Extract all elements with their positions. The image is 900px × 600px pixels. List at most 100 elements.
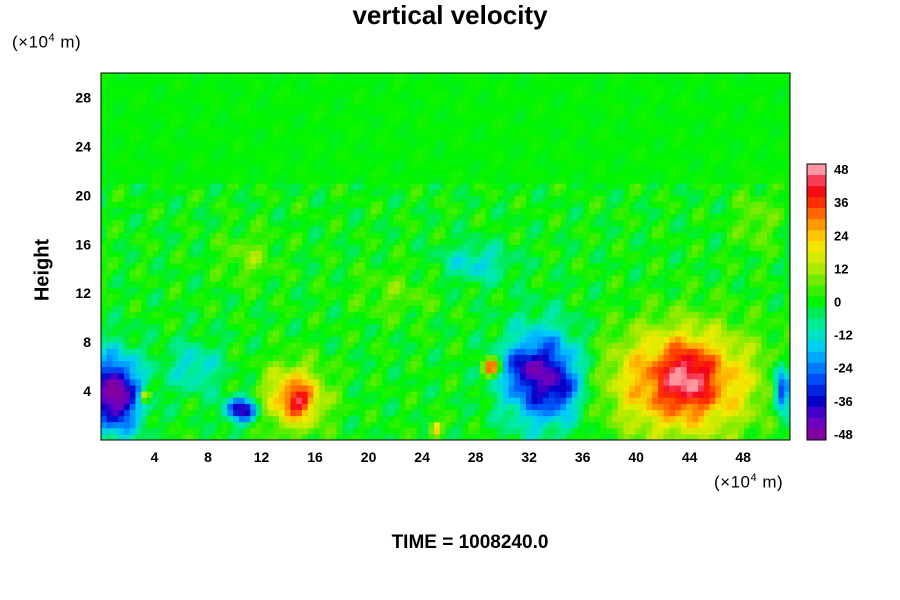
heatmap-cell [118,268,125,276]
heatmap-cell [169,121,177,129]
heatmap-cell [233,232,240,239]
heatmap-cell [411,73,418,80]
heatmap-cell [106,299,114,307]
heatmap-cell [284,140,292,147]
heatmap-cell [319,397,326,404]
heatmap-cell [376,311,383,319]
heatmap-field [101,73,790,440]
heatmap-cell [301,299,309,307]
heatmap-cell [284,403,292,411]
heatmap-cell [267,189,274,196]
heatmap-cell [123,250,131,258]
heatmap-cell [428,268,435,276]
heatmap-cell [187,140,194,147]
heatmap-cell [118,348,125,355]
heatmap-cell [164,268,171,276]
heatmap-cell [411,348,418,355]
heatmap-cell [577,391,584,398]
heatmap-cell [181,183,188,190]
heatmap-cell [525,183,533,190]
heatmap-cell [554,403,561,411]
heatmap-cell [313,176,320,184]
heatmap-cell [548,256,556,264]
heatmap-cell [434,280,441,288]
heatmap-cell [319,329,326,337]
heatmap-cell [514,366,521,374]
heatmap-cell [192,391,200,398]
heatmap-cell [250,366,257,374]
heatmap-cell [514,342,521,349]
heatmap-cell [365,354,372,362]
heatmap-cell [514,207,521,215]
heatmap-cell [479,336,487,343]
heatmap-cell [411,305,418,313]
heatmap-cell [227,397,234,404]
heatmap-cell [123,152,131,160]
heatmap-cell [520,403,527,411]
heatmap-cell [175,152,182,160]
heatmap-cell [181,287,188,294]
heatmap-cell [307,109,315,117]
heatmap-cell [146,366,154,374]
heatmap-cell [227,140,234,147]
heatmap-cell [261,403,269,411]
heatmap-cell [215,121,223,129]
heatmap-cell [187,311,194,319]
heatmap-cell [416,189,424,196]
heatmap-cell [393,409,401,417]
heatmap-cell [359,329,366,337]
heatmap-cell [198,91,205,99]
heatmap-cell [169,189,177,196]
heatmap-cell [238,207,246,215]
heatmap-cell [158,378,165,386]
heatmap-cell [434,336,441,343]
heatmap-cell [491,397,498,404]
heatmap-cell [416,219,424,227]
heatmap-cell [445,427,452,435]
heatmap-cell [525,268,533,276]
heatmap-cell [434,305,441,313]
heatmap-cell [434,329,441,337]
heatmap-cell [508,103,515,111]
heatmap-cell [278,433,286,440]
heatmap-cell [221,274,228,282]
heatmap-cell [221,201,228,209]
heatmap-cell [146,213,154,221]
heatmap-cell [428,391,435,398]
heatmap-cell [118,183,125,190]
heatmap-cell [411,342,418,349]
heatmap-cell [405,103,412,111]
heatmap-cell [365,391,372,398]
heatmap-cell [353,207,360,215]
heatmap-cell [313,305,320,313]
heatmap-cell [290,103,297,111]
heatmap-cell [301,427,309,435]
heatmap-cell [571,176,579,184]
heatmap-cell [548,176,556,184]
heatmap-cell [560,189,567,196]
heatmap-cell [301,317,309,325]
heatmap-cell [514,128,521,135]
heatmap-cell [514,170,521,178]
heatmap-cell [365,378,372,386]
heatmap-cell [290,79,297,86]
heatmap-cell [485,103,493,111]
heatmap-cell [141,121,148,129]
heatmap-cell [405,336,412,343]
heatmap-cell [210,158,217,166]
heatmap-cell [525,164,533,172]
heatmap-cell [508,170,515,178]
heatmap-cell [474,244,481,251]
heatmap-cell [353,336,360,343]
heatmap-cell [141,366,148,374]
heatmap-cell [451,397,458,404]
heatmap-cell [405,403,412,411]
heatmap-cell [370,183,378,190]
heatmap-cell [531,415,538,423]
heatmap-cell [192,287,200,294]
heatmap-cell [445,397,452,404]
heatmap-cell [313,207,320,215]
heatmap-cell [537,195,544,203]
heatmap-cell [101,189,108,196]
heatmap-cell [313,189,320,196]
